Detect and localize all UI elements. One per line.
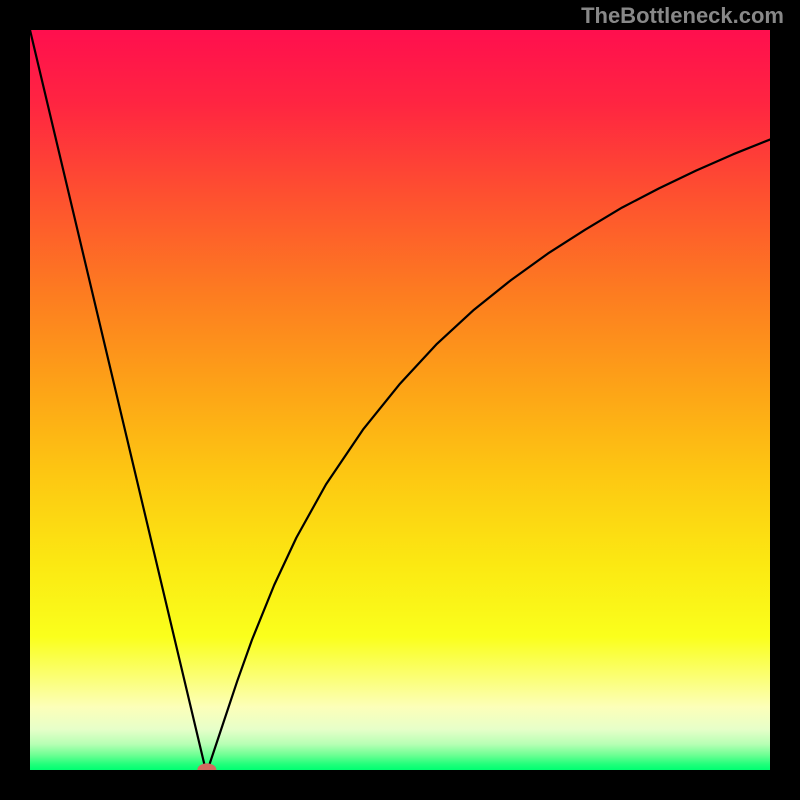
plot-region bbox=[30, 30, 770, 770]
watermark-text: TheBottleneck.com bbox=[581, 3, 784, 29]
chart-svg bbox=[30, 30, 770, 770]
gradient-background bbox=[30, 30, 770, 770]
